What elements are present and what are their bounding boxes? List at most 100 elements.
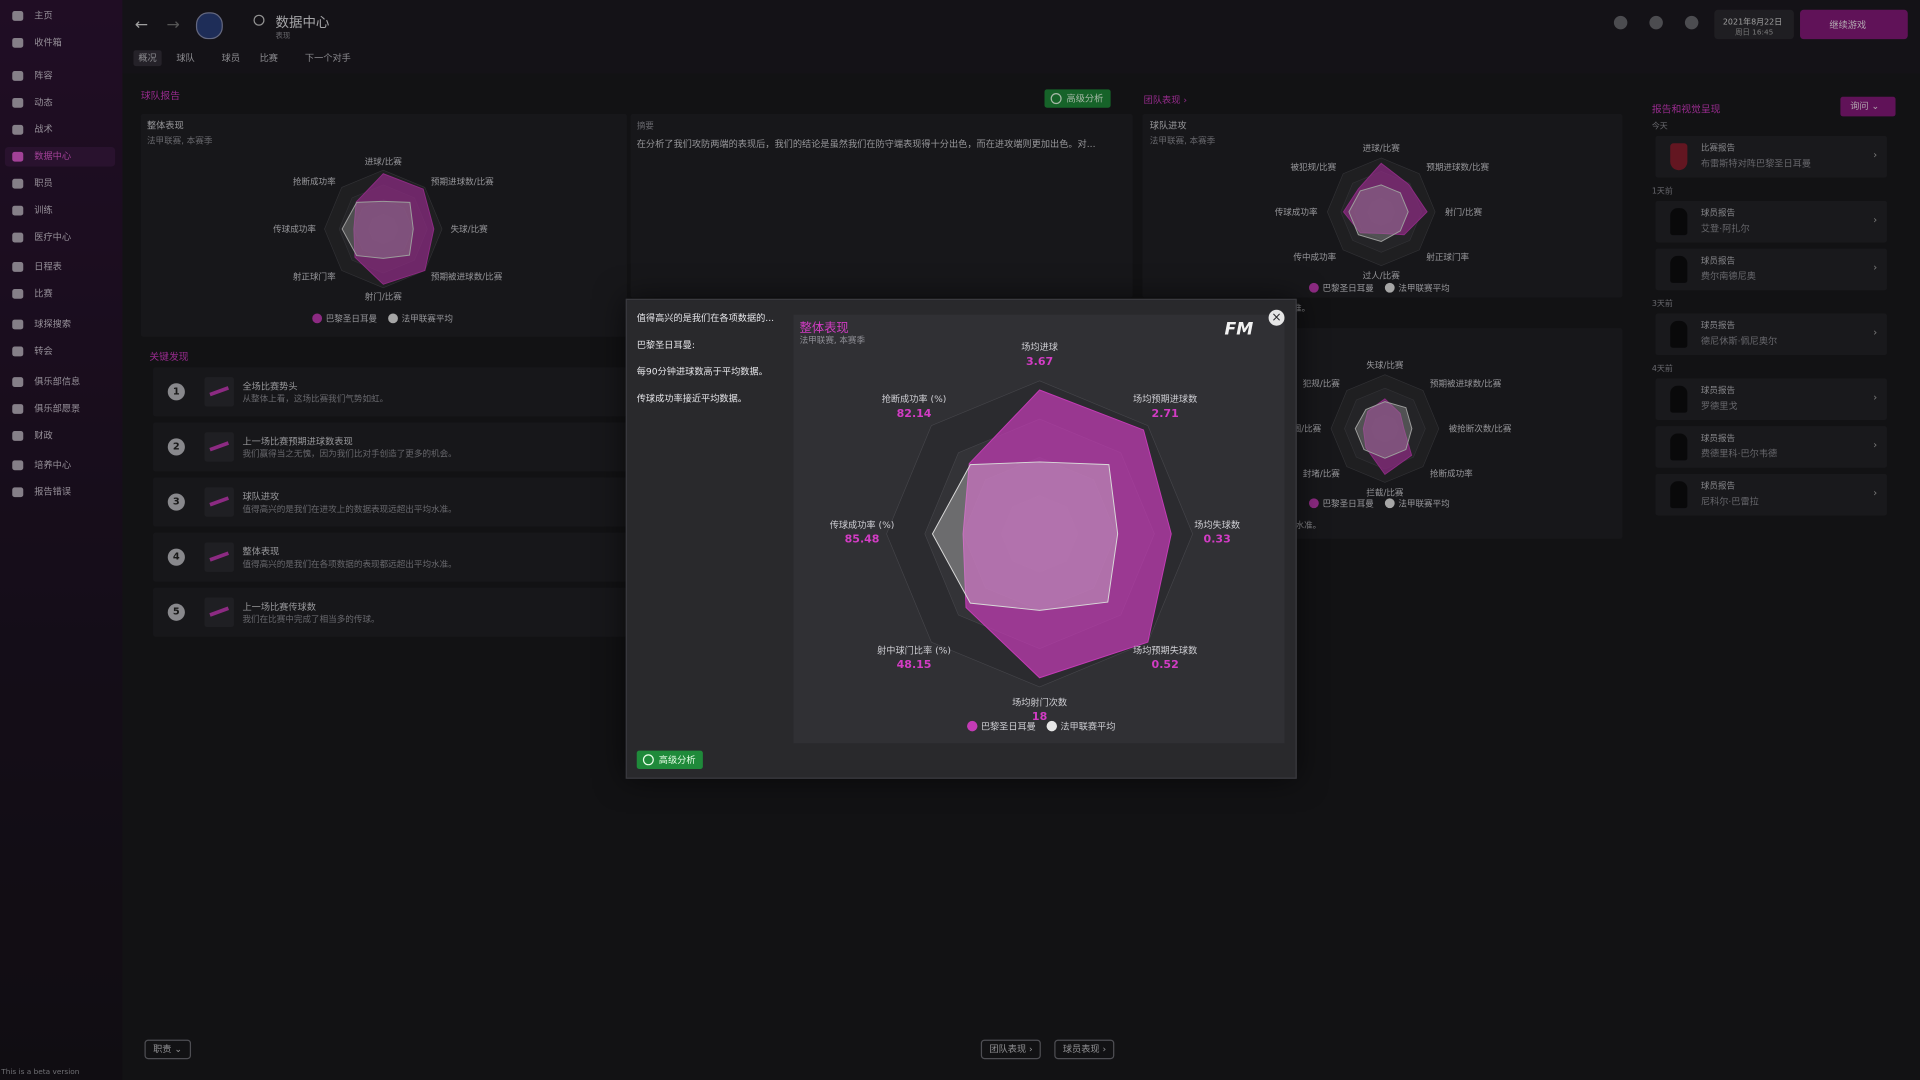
axis-label: 被抢断次数/比赛	[1449, 423, 1512, 435]
legend-label: 巴黎圣日耳曼	[1322, 498, 1374, 510]
report-item[interactable]: 球员报告 费德里科·巴尔韦德 ›	[1655, 426, 1887, 468]
sidebar-item[interactable]: 数据中心	[4, 146, 116, 167]
role-dropdown[interactable]: 职责 ⌄	[144, 1039, 191, 1060]
sidebar-item[interactable]: 转会	[5, 342, 115, 362]
team-performance-button[interactable]: 团队表现 ›	[980, 1039, 1042, 1060]
finding-row[interactable]: 2 上一场比赛预期进球数表现 我们赢得当之无愧，因为我们比对手创造了更多的机会。	[153, 422, 627, 472]
sidebar-label: 比赛	[34, 287, 53, 299]
settings-button[interactable]	[1684, 15, 1699, 30]
help-button[interactable]	[1649, 15, 1663, 30]
report-thumb	[1670, 320, 1688, 348]
report-name: 罗德里戈	[1700, 400, 1738, 412]
report-type: 球员报告	[1700, 320, 1736, 331]
sidebar-item[interactable]: 动态	[5, 93, 115, 113]
sidebar-item[interactable]: 俱乐部愿景	[5, 399, 115, 419]
modal-line: 传球成功率接近平均数据。	[636, 393, 747, 405]
continue-button[interactable]: 继续游戏	[1800, 9, 1908, 40]
finding-icon	[204, 432, 234, 462]
axis-label: 场均预期进球数	[1133, 393, 1197, 405]
date: 2021年8月22日	[1722, 17, 1783, 27]
sidebar-label: 球探搜索	[34, 318, 72, 330]
sidebar-icon	[12, 377, 24, 387]
club-badge[interactable]	[195, 12, 223, 40]
axis-label: 射正球门率	[1426, 251, 1469, 263]
axis-label: 场均失球数	[1194, 519, 1240, 531]
icon-button[interactable]	[1613, 15, 1628, 30]
sidebar-item[interactable]: 医疗中心	[5, 228, 115, 248]
ask-button[interactable]: 询问 ⌄	[1840, 96, 1896, 117]
sidebar-item[interactable]: 收件箱	[5, 33, 115, 53]
report-item[interactable]: 球员报告 罗德里戈 ›	[1655, 378, 1887, 421]
radar-area	[1348, 184, 1409, 242]
player-performance-button[interactable]: 球员表现 ›	[1054, 1039, 1115, 1060]
report-item[interactable]: 球员报告 艾登·阿扎尔 ›	[1655, 200, 1887, 243]
sidebar-item[interactable]: 日程表	[5, 257, 115, 277]
sidebar-icon	[12, 151, 24, 162]
report-item[interactable]: 球员报告 尼科尔·巴雷拉 ›	[1655, 473, 1887, 516]
sidebar-label: 财政	[34, 429, 53, 441]
axis-label: 射中球门比率 (%)	[877, 644, 951, 656]
sidebar-label: 培养中心	[34, 459, 72, 471]
close-button[interactable]: ×	[1268, 309, 1285, 326]
tab[interactable]: 球员	[221, 52, 241, 64]
sidebar-item[interactable]: 战术	[5, 120, 115, 140]
search-icon[interactable]	[253, 14, 265, 26]
sidebar-item[interactable]: 职员	[5, 174, 115, 194]
report-type: 球员报告	[1700, 433, 1736, 444]
tab[interactable]: 概况	[133, 50, 162, 67]
finding-row[interactable]: 3 球队进攻 值得高兴的是我们在进攻上的数据表现远超出平均水准。	[153, 477, 627, 527]
forward-arrow[interactable]: →	[166, 15, 180, 35]
modal: 值得高兴的是我们在各项数据的... 巴黎圣日耳曼: 每90分钟进球数高于平均数据。传…	[625, 298, 1297, 779]
card-title: 球队进攻	[1149, 120, 1187, 132]
legend-label: 巴黎圣日耳曼	[326, 313, 378, 325]
sidebar-item[interactable]: 俱乐部信息	[5, 372, 115, 392]
advanced-analysis-button[interactable]: 高级分析	[1044, 89, 1111, 108]
sidebar-item[interactable]: 训练	[5, 201, 115, 221]
report-name: 尼科尔·巴雷拉	[1700, 495, 1759, 507]
report-type: 球员报告	[1700, 385, 1736, 396]
finding-row[interactable]: 5 上一场比赛传球数 我们在比赛中完成了相当多的传球。	[153, 587, 627, 637]
sidebar-item[interactable]: 主页	[5, 6, 115, 26]
sidebar-item[interactable]: 财政	[5, 426, 115, 446]
report-item[interactable]: 比赛报告 布雷斯特对阵巴黎圣日耳曼 ›	[1655, 135, 1887, 178]
finding-row[interactable]: 1 全场比赛势头 从整体上看，这场比赛我们气势如虹。	[153, 367, 627, 417]
report-group-label: 3天前	[1651, 298, 1673, 309]
report-item[interactable]: 球员报告 德尼休斯·佩尼奥尔 ›	[1655, 313, 1887, 356]
report-item[interactable]: 球员报告 费尔南德尼奥 ›	[1655, 248, 1887, 291]
button-label: 高级分析	[1066, 93, 1104, 105]
legend-label: 法甲联赛平均	[1060, 720, 1115, 732]
team-performance-link[interactable]: 团队表现 ›	[1143, 94, 1188, 106]
link-label: 团队表现	[1143, 94, 1181, 106]
sidebar-label: 医疗中心	[34, 231, 72, 243]
sidebar-item[interactable]: 球探搜索	[5, 315, 115, 335]
stat-value: 2.71	[1152, 407, 1179, 420]
report-thumb	[1670, 143, 1688, 171]
report-name: 德尼休斯·佩尼奥尔	[1700, 335, 1778, 347]
legend-dot	[1384, 282, 1395, 293]
stat-value: 18	[1032, 710, 1047, 723]
axis-label: 失球/比赛	[1366, 359, 1404, 371]
tab[interactable]: 下一个对手	[304, 52, 351, 64]
sidebar-item[interactable]: 比赛	[5, 284, 115, 304]
radar-area	[931, 461, 1119, 611]
finding-title: 整体表现	[242, 546, 280, 558]
top-bar: ← → 数据中心 表现 2021年8月22日 周日 16:45 继续游戏 概况 球…	[122, 0, 1920, 74]
sidebar-item[interactable]: 培养中心	[5, 456, 115, 476]
tab[interactable]: 比赛	[259, 52, 278, 64]
sidebar-item[interactable]: 阵容	[5, 66, 115, 86]
axis-label: 被犯规/比赛	[1291, 161, 1337, 173]
stat-value: 82.14	[897, 407, 932, 420]
finding-row[interactable]: 4 整体表现 值得高兴的是我们在各项数据的表现都远超出平均水准。	[153, 532, 627, 582]
sidebar-icon	[12, 97, 24, 108]
back-arrow[interactable]: ←	[134, 15, 149, 35]
sidebar-item[interactable]: 报告错误	[5, 482, 115, 502]
axis-label: 失球/比赛	[451, 223, 489, 235]
date-box[interactable]: 2021年8月22日 周日 16:45	[1714, 9, 1794, 40]
axis-label: 射门/比赛	[365, 290, 403, 302]
section-title: 球队报告	[140, 90, 181, 102]
tab[interactable]: 球队	[176, 52, 195, 64]
report-thumb	[1670, 255, 1688, 283]
advanced-analysis-button[interactable]: 高级分析	[636, 750, 703, 769]
legend-dot	[1046, 720, 1057, 732]
